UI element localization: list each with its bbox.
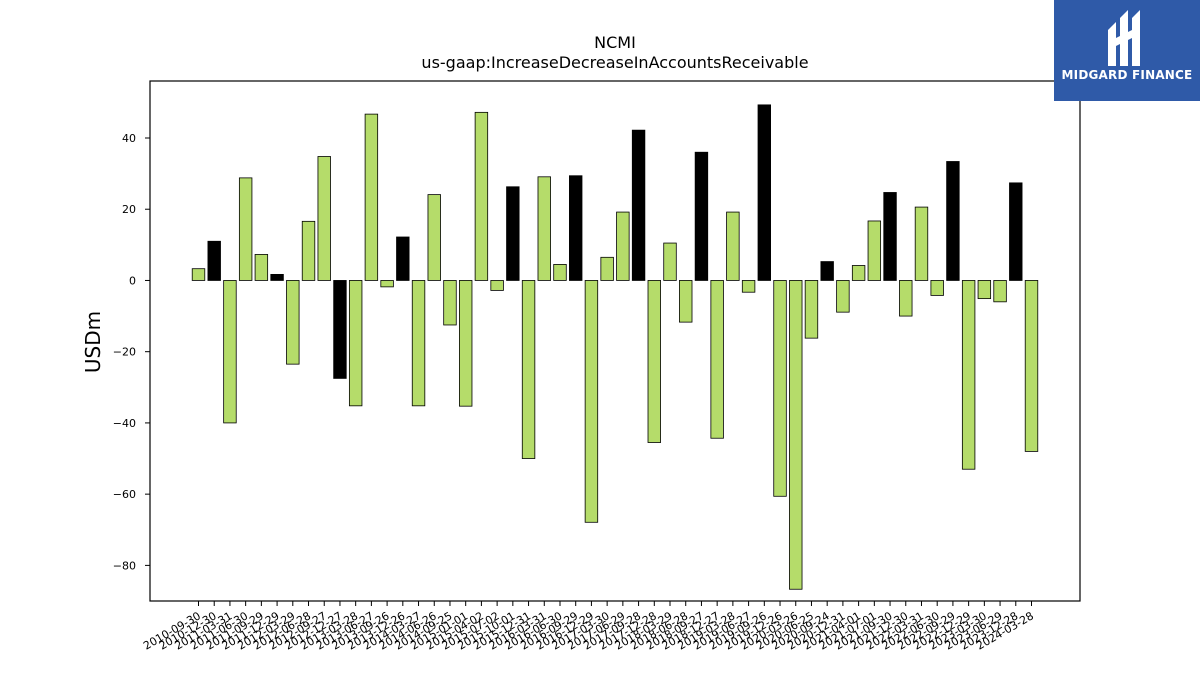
bar-2021-04-01 xyxy=(851,265,866,281)
bar-2022-12-29 xyxy=(961,280,976,470)
bar-2014-06-26 xyxy=(427,194,441,281)
bar-2018-12-27 xyxy=(710,280,724,439)
y-tick-label: 40 xyxy=(122,132,136,145)
bar-2018-06-28 xyxy=(679,280,693,323)
bar-2012-12-27 xyxy=(333,280,347,379)
y-axis-label: USDm xyxy=(81,311,105,373)
bar-2021-12-30 xyxy=(899,280,913,317)
bar-2012-03-29 xyxy=(286,280,300,365)
y-tick-label: 20 xyxy=(122,203,136,216)
bar-2015-01-01 xyxy=(459,280,473,407)
chart-subtitle: us-gaap:IncreaseDecreaseInAccountsReceiv… xyxy=(421,53,808,72)
bar-2015-12-31 xyxy=(521,280,536,459)
bar-2023-06-29 xyxy=(993,280,1007,303)
bars-group xyxy=(191,104,1039,590)
bar-2018-09-27 xyxy=(694,151,709,281)
bar-2015-10-01 xyxy=(506,186,520,281)
bar-2016-03-31 xyxy=(537,176,551,281)
bar-2012-09-27 xyxy=(317,156,331,281)
bar-2016-09-29 xyxy=(569,175,583,281)
bar-2017-03-30 xyxy=(600,256,614,281)
bar-2013-12-26 xyxy=(396,236,410,281)
bar-2015-07-02 xyxy=(490,280,504,291)
y-tick-label: −40 xyxy=(113,417,136,430)
y-tick-label: −20 xyxy=(113,346,136,359)
bar-2016-12-29 xyxy=(584,280,599,523)
bar-2013-06-27 xyxy=(364,113,379,281)
y-axis: −80 −60 −40 −20 0 20 40 xyxy=(113,132,150,572)
bar-2016-06-30 xyxy=(553,264,567,281)
y-tick-label: −80 xyxy=(113,559,136,572)
bar-2020-12-31 xyxy=(836,280,850,313)
bar-2011-03-31 xyxy=(223,280,237,424)
bar-2012-06-28 xyxy=(301,220,316,281)
plot-frame xyxy=(149,80,1081,602)
logo-mark-icon xyxy=(1108,10,1140,66)
bar-2010-12-30 xyxy=(207,240,221,281)
y-tick-label: −60 xyxy=(113,488,136,501)
logo-text: MIDGARD FINANCE xyxy=(1061,68,1193,82)
bar-2017-09-28 xyxy=(631,129,646,281)
bar-2022-06-30 xyxy=(930,280,944,296)
bar-2014-03-27 xyxy=(411,280,426,407)
bar-2011-06-30 xyxy=(238,177,253,281)
bar-2017-06-29 xyxy=(616,211,630,281)
bar-2019-06-27 xyxy=(741,280,756,293)
bar-2022-09-29 xyxy=(946,161,960,281)
chart-title: NCMI xyxy=(594,33,636,52)
bar-2010-09-30 xyxy=(191,268,206,281)
bar-2019-09-26 xyxy=(757,104,771,281)
bar-2023-03-30 xyxy=(977,280,992,300)
bar-2023-12-28 xyxy=(1009,182,1023,281)
bar-2019-12-26 xyxy=(773,280,787,497)
bar-2017-12-28 xyxy=(647,280,661,443)
brand-logo: MIDGARD FINANCE xyxy=(1054,0,1200,101)
bar-2013-09-26 xyxy=(380,280,394,288)
bar-2021-09-30 xyxy=(883,192,897,281)
x-axis: 2010-09-302010-12-302011-03-312011-06-30… xyxy=(141,601,1036,653)
bar-2020-06-25 xyxy=(804,280,819,339)
bar-2021-07-01 xyxy=(867,220,882,281)
bar-2018-03-29 xyxy=(663,242,677,281)
bar-2024-03-28 xyxy=(1024,280,1039,452)
bar-2020-09-24 xyxy=(820,261,834,281)
bar-2011-09-29 xyxy=(254,254,269,281)
bar-2020-03-26 xyxy=(789,280,803,590)
bar-2013-03-28 xyxy=(348,280,363,407)
bar-2015-04-02 xyxy=(474,111,489,281)
bar-2022-03-31 xyxy=(914,206,929,281)
bar-2011-12-29 xyxy=(270,273,284,281)
bar-2014-09-25 xyxy=(443,280,457,326)
y-tick-label: 0 xyxy=(129,274,136,287)
bar-2019-03-28 xyxy=(726,211,740,281)
